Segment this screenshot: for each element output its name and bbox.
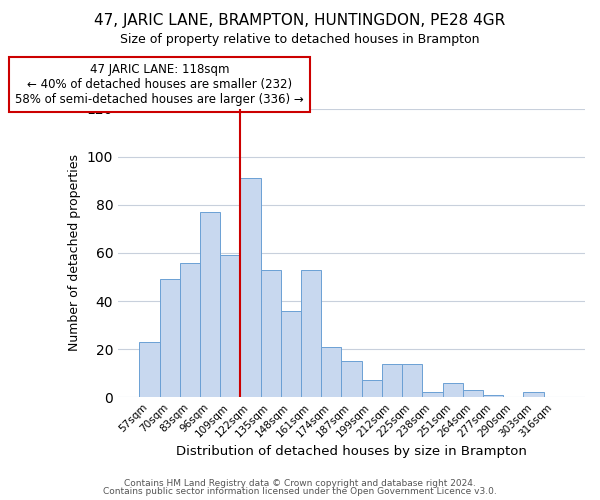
Bar [523,392,544,397]
Bar [341,361,362,397]
Bar [180,262,200,397]
Bar [260,270,281,397]
Bar [422,392,443,397]
Bar [402,364,422,397]
Bar [281,310,301,397]
Bar [382,364,402,397]
Bar [220,256,241,397]
Bar [301,270,321,397]
Text: Contains public sector information licensed under the Open Government Licence v3: Contains public sector information licen… [103,487,497,496]
Text: 47 JARIC LANE: 118sqm
← 40% of detached houses are smaller (232)
58% of semi-det: 47 JARIC LANE: 118sqm ← 40% of detached … [15,64,304,106]
Text: Size of property relative to detached houses in Brampton: Size of property relative to detached ho… [120,32,480,46]
Bar [139,342,160,397]
Bar [160,280,180,397]
Bar [200,212,220,397]
Bar [483,395,503,397]
X-axis label: Distribution of detached houses by size in Brampton: Distribution of detached houses by size … [176,444,527,458]
Text: 47, JARIC LANE, BRAMPTON, HUNTINGDON, PE28 4GR: 47, JARIC LANE, BRAMPTON, HUNTINGDON, PE… [94,12,506,28]
Bar [463,390,483,397]
Bar [321,346,341,397]
Text: Contains HM Land Registry data © Crown copyright and database right 2024.: Contains HM Land Registry data © Crown c… [124,478,476,488]
Bar [443,383,463,397]
Bar [241,178,260,397]
Y-axis label: Number of detached properties: Number of detached properties [68,154,82,352]
Bar [362,380,382,397]
